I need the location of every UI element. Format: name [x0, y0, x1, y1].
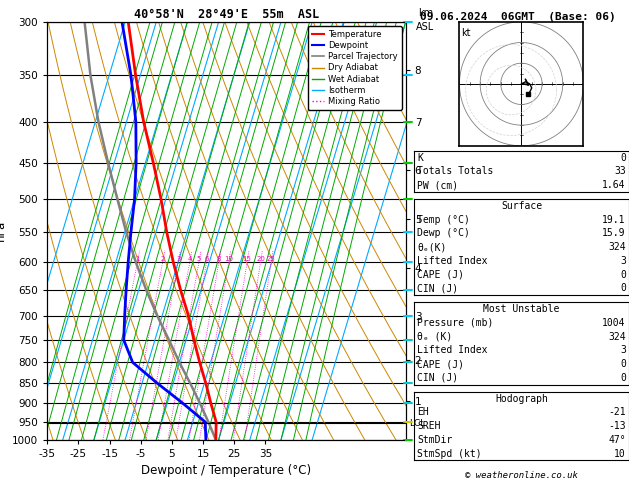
Text: km: km — [418, 8, 433, 17]
Text: 20: 20 — [256, 257, 265, 262]
Text: PW (cm): PW (cm) — [417, 180, 458, 190]
Text: 1004: 1004 — [603, 318, 626, 328]
Text: Lifted Index: Lifted Index — [417, 256, 487, 266]
Text: θₑ(K): θₑ(K) — [417, 242, 447, 252]
Text: 0: 0 — [620, 283, 626, 294]
Text: SREH: SREH — [417, 421, 440, 431]
Text: 3: 3 — [620, 256, 626, 266]
Text: 6: 6 — [204, 257, 209, 262]
Text: 10: 10 — [224, 257, 233, 262]
Text: 10: 10 — [614, 449, 626, 459]
Text: 3: 3 — [620, 346, 626, 355]
Text: Temp (°C): Temp (°C) — [417, 214, 470, 225]
Text: CIN (J): CIN (J) — [417, 283, 458, 294]
Text: ASL: ASL — [416, 22, 435, 32]
Text: 15.9: 15.9 — [603, 228, 626, 238]
Text: 2: 2 — [160, 257, 165, 262]
Text: 33: 33 — [614, 166, 626, 176]
X-axis label: Dewpoint / Temperature (°C): Dewpoint / Temperature (°C) — [142, 465, 311, 477]
Text: StmDir: StmDir — [417, 435, 452, 445]
Text: 25: 25 — [267, 257, 276, 262]
Text: Lifted Index: Lifted Index — [417, 346, 487, 355]
Text: 3: 3 — [176, 257, 181, 262]
Text: 1.64: 1.64 — [603, 180, 626, 190]
Text: 8: 8 — [216, 257, 221, 262]
Text: CAPE (J): CAPE (J) — [417, 359, 464, 369]
Text: Most Unstable: Most Unstable — [483, 304, 560, 314]
Text: Pressure (mb): Pressure (mb) — [417, 318, 493, 328]
Text: -21: -21 — [608, 407, 626, 417]
Text: θₑ (K): θₑ (K) — [417, 331, 452, 342]
Text: Surface: Surface — [501, 201, 542, 211]
Text: Totals Totals: Totals Totals — [417, 166, 493, 176]
Y-axis label: hPa: hPa — [0, 220, 6, 242]
Text: 0: 0 — [620, 373, 626, 383]
Text: 324: 324 — [608, 331, 626, 342]
Text: CIN (J): CIN (J) — [417, 373, 458, 383]
Text: 15: 15 — [243, 257, 252, 262]
Text: 19.1: 19.1 — [603, 214, 626, 225]
Text: 1: 1 — [135, 257, 140, 262]
Text: Hodograph: Hodograph — [495, 394, 548, 403]
Text: 09.06.2024  06GMT  (Base: 06): 09.06.2024 06GMT (Base: 06) — [420, 12, 616, 22]
Text: © weatheronline.co.uk: © weatheronline.co.uk — [465, 471, 578, 480]
Text: 0: 0 — [620, 270, 626, 279]
Text: Dewp (°C): Dewp (°C) — [417, 228, 470, 238]
Text: 0: 0 — [620, 359, 626, 369]
Text: 47°: 47° — [608, 435, 626, 445]
Text: StmSpd (kt): StmSpd (kt) — [417, 449, 482, 459]
Text: CAPE (J): CAPE (J) — [417, 270, 464, 279]
Text: K: K — [417, 153, 423, 162]
Legend: Temperature, Dewpoint, Parcel Trajectory, Dry Adiabat, Wet Adiabat, Isotherm, Mi: Temperature, Dewpoint, Parcel Trajectory… — [308, 26, 401, 110]
Text: 4: 4 — [187, 257, 192, 262]
Text: 0: 0 — [620, 153, 626, 162]
Text: LCL: LCL — [409, 418, 426, 428]
Text: -13: -13 — [608, 421, 626, 431]
Text: 324: 324 — [608, 242, 626, 252]
Title: 40°58'N  28°49'E  55m  ASL: 40°58'N 28°49'E 55m ASL — [134, 8, 319, 21]
Text: 5: 5 — [197, 257, 201, 262]
Text: kt: kt — [462, 28, 471, 38]
Text: EH: EH — [417, 407, 429, 417]
